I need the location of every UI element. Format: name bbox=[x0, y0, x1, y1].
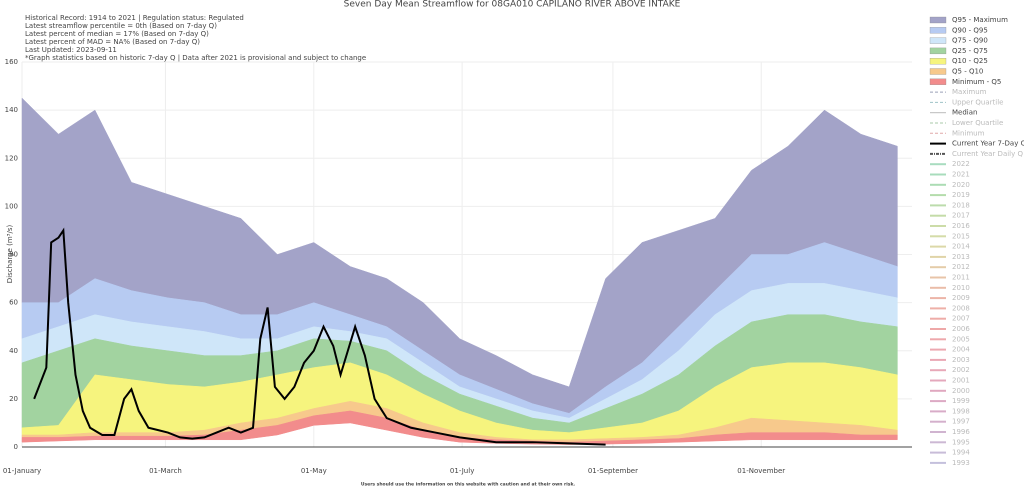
footer: Users should use the information on this… bbox=[361, 482, 576, 488]
legend-label: 2011 bbox=[952, 274, 970, 282]
legend-label: 2012 bbox=[952, 263, 970, 271]
quantile-band bbox=[21, 410, 898, 445]
legend-label: 2009 bbox=[952, 294, 970, 302]
legend-label: 2005 bbox=[952, 335, 970, 343]
legend-label: Q95 - Maximum bbox=[952, 16, 1008, 24]
legend-label: 1998 bbox=[952, 407, 970, 415]
y-tick-label: 80 bbox=[9, 251, 18, 259]
legend-label: 2018 bbox=[952, 201, 970, 209]
legend-label: Q25 - Q75 bbox=[952, 47, 988, 55]
y-tick-label: 140 bbox=[5, 106, 18, 114]
legend-label: 1996 bbox=[952, 428, 970, 436]
legend-swatch bbox=[929, 47, 947, 55]
legend-label: 2002 bbox=[952, 366, 970, 374]
legend-label: 2014 bbox=[952, 243, 970, 251]
legend-label: 2001 bbox=[952, 377, 970, 385]
legend-swatch bbox=[929, 27, 947, 34]
legend-label: 2016 bbox=[952, 222, 970, 230]
legend-label: Median bbox=[952, 109, 977, 117]
legend-label: 1993 bbox=[952, 459, 970, 467]
legend-label: Q5 - Q10 bbox=[952, 68, 983, 76]
note: Latest streamflow percentile = 0th (Base… bbox=[25, 22, 217, 30]
x-tick-label: 01-July bbox=[450, 467, 474, 475]
x-tick-label: 01-November bbox=[737, 467, 785, 475]
legend-label: 2010 bbox=[952, 284, 970, 292]
x-tick-label: 01-May bbox=[301, 467, 327, 475]
legend-label: 2007 bbox=[952, 315, 970, 323]
legend-label: 2008 bbox=[952, 304, 970, 312]
legend-label: 2003 bbox=[952, 356, 970, 364]
legend-label: 1999 bbox=[952, 397, 970, 405]
legend-swatch bbox=[929, 58, 947, 65]
legend-label: 2004 bbox=[952, 346, 970, 354]
note: Last Updated: 2023-09-11 bbox=[25, 46, 117, 54]
legend-swatch bbox=[929, 78, 947, 85]
legend-label: Q75 - Q90 bbox=[952, 37, 988, 45]
legend-label: 1997 bbox=[952, 418, 970, 426]
legend-label: 2019 bbox=[952, 191, 970, 199]
legend-label: 2000 bbox=[952, 387, 970, 395]
legend-label: 2017 bbox=[952, 212, 970, 220]
y-tick-label: 20 bbox=[9, 395, 18, 403]
legend-label: Upper Quartile bbox=[952, 98, 1003, 106]
legend-label: 1995 bbox=[952, 438, 970, 446]
note: Latest percent of median = 17% (Based on… bbox=[25, 30, 209, 38]
y-tick-label: 120 bbox=[5, 154, 18, 162]
legend-swatch bbox=[929, 37, 947, 44]
y-axis-label: Discharge (m³/s) bbox=[6, 225, 14, 284]
legend-label: 2022 bbox=[952, 160, 970, 168]
legend-label: Q90 - Q95 bbox=[952, 26, 988, 34]
legend-label: 2013 bbox=[952, 253, 970, 261]
legend-label: Maximum bbox=[952, 88, 987, 96]
legend-label: Current Year 7-Day Q bbox=[952, 140, 1024, 148]
y-tick-label: 60 bbox=[9, 299, 18, 307]
legend-swatch bbox=[929, 68, 947, 75]
note: Historical Record: 1914 to 2021 | Regula… bbox=[25, 14, 244, 22]
legend-label: 2006 bbox=[952, 325, 970, 333]
legend-label: Current Year Daily Q bbox=[952, 150, 1023, 158]
legend-label: Minimum - Q5 bbox=[952, 78, 1001, 86]
legend-swatch bbox=[929, 16, 947, 24]
legend-label: Lower Quartile bbox=[952, 119, 1003, 127]
legend-label: 1994 bbox=[952, 449, 970, 457]
legend-label: 2015 bbox=[952, 232, 970, 240]
legend-label: 2020 bbox=[952, 181, 970, 189]
y-tick-label: 40 bbox=[9, 347, 18, 355]
note: Latest percent of MAD = NA% (Based on 7-… bbox=[25, 38, 200, 46]
y-tick-label: 0 bbox=[14, 443, 18, 451]
note: *Graph statistics based on historic 7-da… bbox=[25, 54, 366, 62]
legend-label: Minimum bbox=[952, 129, 985, 137]
y-tick-label: 100 bbox=[5, 202, 18, 210]
x-tick-label: 01-September bbox=[588, 467, 638, 475]
x-tick-label: 01-January bbox=[3, 467, 41, 475]
x-tick-label: 01-March bbox=[149, 467, 182, 475]
current-year-line bbox=[33, 227, 606, 446]
legend-label: 2021 bbox=[952, 171, 970, 179]
legend-label: Q10 - Q25 bbox=[952, 57, 988, 65]
y-tick-label: 160 bbox=[5, 58, 18, 66]
chart-title: Seven Day Mean Streamflow for 08GA010 CA… bbox=[344, 0, 681, 10]
